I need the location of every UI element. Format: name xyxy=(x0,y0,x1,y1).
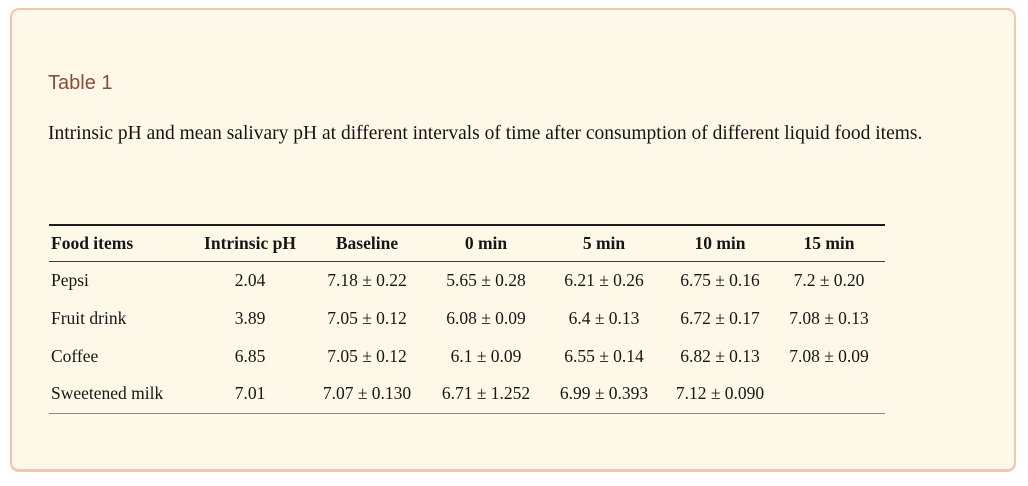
table-cell: 6.1 ± 0.09 xyxy=(450,345,522,366)
table-cell: 6.21 ± 0.26 xyxy=(564,269,644,290)
table-row-coffee: Coffee 6.85 7.05 ± 0.12 6.1 ± 0.09 6.55 … xyxy=(49,337,885,375)
table-row-sweetened-milk: Sweetened milk 7.01 7.07 ± 0.130 6.71 ± … xyxy=(49,375,885,413)
table-cell xyxy=(773,375,885,413)
table-cell: 6.4 ± 0.13 xyxy=(568,307,640,328)
table-cell: 7.05 ± 0.12 xyxy=(327,345,407,366)
table-cell: 6.85 xyxy=(234,345,266,366)
table-cell: 7.07 ± 0.130 xyxy=(322,383,412,404)
data-table-container: Food items Intrinsic pH Baseline 0 min 5… xyxy=(49,224,885,414)
header-row: Food items Intrinsic pH Baseline 0 min 5… xyxy=(49,225,885,261)
table-cell: 7.2 ± 0.20 xyxy=(793,269,865,290)
table-cell: 7.12 ± 0.090 xyxy=(675,383,765,404)
table-caption: Intrinsic pH and mean salivary pH at dif… xyxy=(48,123,923,144)
table-cell: 6.71 ± 1.252 xyxy=(441,383,531,404)
column-header-5-min: 5 min xyxy=(582,232,626,253)
table-cell: 7.01 xyxy=(234,383,266,404)
table-cell: 6.55 ± 0.14 xyxy=(564,345,644,366)
row-label: Sweetened milk xyxy=(51,383,164,404)
table-cell: 7.08 ± 0.13 xyxy=(789,307,869,328)
data-table: Food items Intrinsic pH Baseline 0 min 5… xyxy=(49,224,885,414)
table-cell: 3.89 xyxy=(234,307,266,328)
table-cell: 6.08 ± 0.09 xyxy=(446,307,526,328)
column-header-intrinsic-ph: Intrinsic pH xyxy=(204,232,296,253)
table-panel: Table 1 Intrinsic pH and mean salivary p… xyxy=(10,8,1016,472)
column-header-0-min: 0 min xyxy=(464,232,508,253)
row-label: Pepsi xyxy=(51,269,89,290)
column-header-15-min: 15 min xyxy=(803,232,855,253)
table-cell: 6.72 ± 0.17 xyxy=(680,307,760,328)
table-cell: 6.82 ± 0.13 xyxy=(680,345,760,366)
table-cell: 6.99 ± 0.393 xyxy=(559,383,649,404)
column-header-baseline: Baseline xyxy=(335,232,399,253)
table-cell: 5.65 ± 0.28 xyxy=(446,269,526,290)
column-header-10-min: 10 min xyxy=(694,232,746,253)
table-title: Table 1 xyxy=(48,72,113,94)
column-header-food-items: Food items xyxy=(51,232,134,253)
table-cell: 2.04 xyxy=(234,269,266,290)
row-label: Coffee xyxy=(51,345,99,366)
table-row-fruit-drink: Fruit drink 3.89 7.05 ± 0.12 6.08 ± 0.09… xyxy=(49,299,885,337)
table-cell: 7.18 ± 0.22 xyxy=(327,269,407,290)
table-cell: 7.08 ± 0.09 xyxy=(789,345,869,366)
table-cell: 6.75 ± 0.16 xyxy=(680,269,760,290)
table-row-pepsi: Pepsi 2.04 7.18 ± 0.22 5.65 ± 0.28 6.21 … xyxy=(49,261,885,299)
row-label: Fruit drink xyxy=(51,307,127,328)
table-cell: 7.05 ± 0.12 xyxy=(327,307,407,328)
